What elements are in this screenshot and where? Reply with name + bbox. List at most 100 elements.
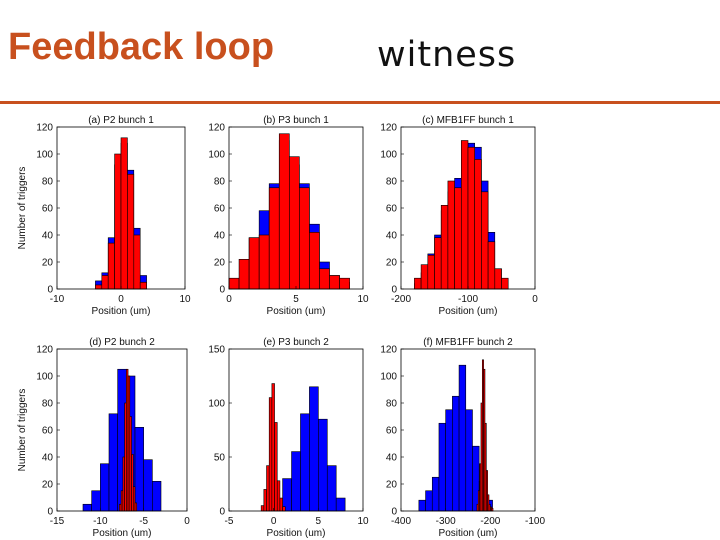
bar-feedback-off bbox=[309, 386, 319, 512]
bar-feedback-off bbox=[82, 503, 92, 512]
bar-feedback-off bbox=[452, 395, 460, 512]
bar-feedback-on bbox=[263, 489, 267, 512]
y-tick-label: 60 bbox=[42, 204, 54, 215]
bar-feedback-on bbox=[278, 133, 290, 290]
bar-feedback-on bbox=[120, 137, 128, 290]
bar-feedback-on bbox=[329, 275, 340, 290]
bar-feedback-on bbox=[288, 156, 300, 290]
y-tick-label: 100 bbox=[208, 150, 225, 161]
y-tick-label: 100 bbox=[380, 372, 397, 383]
y-tick-label: 40 bbox=[386, 453, 398, 464]
bar-feedback-off bbox=[152, 480, 162, 512]
bar-feedback-on bbox=[501, 277, 509, 290]
bar-feedback-on bbox=[282, 506, 286, 512]
y-axis-label: Number of triggers bbox=[17, 167, 28, 250]
x-axis-label: Position (um) bbox=[93, 528, 152, 538]
bar-feedback-on bbox=[420, 264, 429, 290]
bar-feedback-on bbox=[279, 497, 283, 512]
y-tick-label: 0 bbox=[391, 285, 397, 296]
x-tick-label: -15 bbox=[50, 516, 65, 527]
y-tick-label: 40 bbox=[42, 231, 54, 242]
y-tick-label: 0 bbox=[219, 285, 225, 296]
bar-feedback-on bbox=[467, 146, 475, 290]
bar-feedback-on bbox=[266, 465, 270, 512]
bar-feedback-on bbox=[319, 268, 330, 290]
y-tick-label: 80 bbox=[42, 399, 54, 410]
x-tick-label: 0 bbox=[271, 516, 277, 527]
x-axis-label: Position (um) bbox=[439, 306, 498, 317]
bar-feedback-on bbox=[494, 268, 502, 290]
slide-subtitle: witness bbox=[377, 35, 517, 75]
bar-feedback-on bbox=[268, 397, 273, 512]
y-tick-label: 100 bbox=[36, 150, 53, 161]
bar-feedback-off bbox=[108, 413, 118, 512]
bar-feedback-on bbox=[440, 205, 449, 290]
y-tick-label: 60 bbox=[386, 204, 398, 215]
bar-feedback-on bbox=[95, 284, 103, 290]
bar-feedback-off bbox=[465, 409, 473, 512]
bar-feedback-on bbox=[434, 237, 442, 290]
bar-feedback-off bbox=[425, 490, 433, 512]
x-tick-label: -10 bbox=[50, 294, 65, 305]
x-tick-label: -200 bbox=[480, 516, 500, 527]
y-tick-label: 20 bbox=[386, 480, 398, 491]
slide-title: Feedback loop bbox=[8, 26, 275, 68]
bar-feedback-on bbox=[299, 187, 310, 290]
bar-feedback-on bbox=[238, 259, 250, 290]
bar-feedback-off bbox=[438, 422, 446, 512]
bar-feedback-off bbox=[134, 426, 144, 512]
y-tick-label: 150 bbox=[208, 345, 225, 356]
bar-feedback-on bbox=[268, 187, 280, 290]
y-tick-label: 20 bbox=[386, 258, 398, 269]
bar-feedback-on bbox=[139, 281, 147, 290]
y-tick-label: 100 bbox=[36, 372, 53, 383]
y-tick-label: 80 bbox=[214, 177, 226, 188]
bar-feedback-off bbox=[326, 465, 337, 512]
panel-title: (c) MFB1FF bunch 1 bbox=[422, 115, 514, 126]
bar-feedback-on bbox=[271, 383, 275, 512]
histogram-panel-2: 0 20 40 60 80 100 120 0 5 10 (b) P3 bunch 1 Positio… bbox=[208, 115, 369, 317]
panel-title: (d) P2 bunch 2 bbox=[89, 337, 155, 348]
y-tick-label: 0 bbox=[47, 285, 53, 296]
bar-feedback-on bbox=[276, 480, 281, 512]
y-tick-label: 0 bbox=[47, 507, 53, 518]
panel-title: (f) MFB1FF bunch 2 bbox=[423, 337, 513, 348]
x-tick-label: 5 bbox=[316, 516, 322, 527]
y-tick-label: 60 bbox=[386, 426, 398, 437]
bar-feedback-off bbox=[282, 478, 292, 512]
bar-feedback-on bbox=[133, 234, 141, 290]
bar-feedback-off bbox=[445, 409, 453, 512]
x-tick-label: -200 bbox=[391, 294, 411, 305]
bar-feedback-on bbox=[491, 507, 494, 512]
bar-feedback-off bbox=[91, 490, 101, 512]
x-tick-label: 0 bbox=[226, 294, 232, 305]
bar-feedback-on bbox=[414, 277, 422, 290]
x-tick-label: 10 bbox=[357, 294, 369, 305]
x-tick-label: -10 bbox=[93, 516, 108, 527]
x-tick-label: 0 bbox=[118, 294, 124, 305]
bar-feedback-on bbox=[481, 191, 489, 290]
x-tick-label: 0 bbox=[532, 294, 538, 305]
y-tick-label: 40 bbox=[214, 231, 226, 242]
x-tick-label: -300 bbox=[436, 516, 456, 527]
x-tick-label: 10 bbox=[357, 516, 369, 527]
bar-feedback-on bbox=[260, 505, 265, 512]
bar-feedback-on bbox=[127, 173, 135, 290]
histogram-panel-6: 0 20 40 60 80 100 120 -400 -300 -200 -100 (f) MFB1F… bbox=[380, 337, 545, 538]
x-tick-label: 5 bbox=[293, 294, 299, 305]
bar-feedback-on bbox=[447, 180, 455, 290]
y-tick-label: 0 bbox=[219, 507, 225, 518]
bar-feedback-on bbox=[248, 237, 260, 290]
y-tick-label: 80 bbox=[386, 177, 398, 188]
x-axis-label: Position (um) bbox=[439, 528, 498, 538]
bar-feedback-off bbox=[291, 451, 301, 512]
bar-feedback-on bbox=[274, 422, 278, 512]
bar-feedback-off bbox=[318, 418, 328, 512]
bar-feedback-on bbox=[487, 241, 496, 290]
y-tick-label: 100 bbox=[208, 399, 225, 410]
panel-title: (e) P3 bunch 2 bbox=[263, 337, 329, 348]
x-tick-label: -100 bbox=[458, 294, 478, 305]
